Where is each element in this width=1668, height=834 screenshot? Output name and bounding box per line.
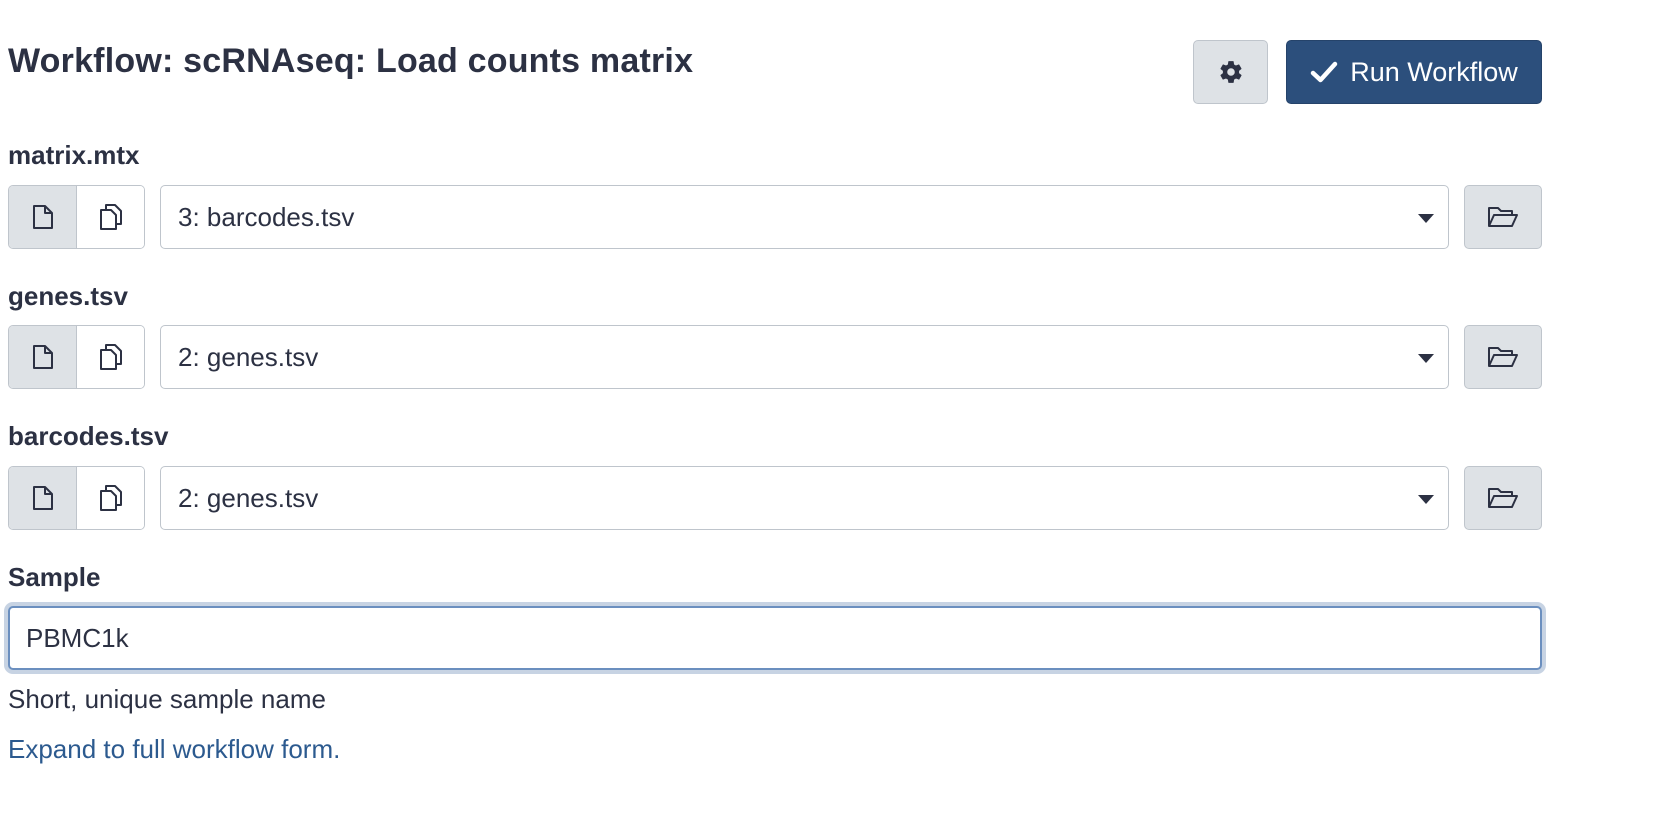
single-dataset-button[interactable]: [9, 186, 77, 248]
input-label-genes-tsv: genes.tsv: [8, 281, 128, 311]
run-workflow-label: Run Workflow: [1350, 56, 1518, 87]
copy-icon: [99, 204, 122, 230]
page-title: Workflow: scRNAseq: Load counts matrix: [8, 42, 694, 80]
multiple-datasets-button[interactable]: [77, 186, 144, 248]
single-dataset-button[interactable]: [9, 467, 77, 529]
multiple-datasets-button[interactable]: [77, 467, 144, 529]
file-icon: [32, 486, 53, 510]
dataset-select-value: 3: barcodes.tsv: [178, 201, 355, 232]
browse-datasets-button[interactable]: [1464, 185, 1542, 249]
dataset-select-genes-tsv[interactable]: 2: genes.tsv: [160, 325, 1449, 389]
dataset-select-value: 2: genes.tsv: [178, 341, 319, 372]
check-icon: [1310, 61, 1338, 83]
copy-icon: [99, 485, 122, 511]
folder-open-icon: [1488, 488, 1518, 508]
workflow-settings-button[interactable]: [1193, 40, 1268, 104]
folder-open-icon: [1488, 347, 1518, 367]
browse-datasets-button[interactable]: [1464, 325, 1542, 389]
input-mode-toggle: [8, 466, 145, 530]
caret-down-icon: [1418, 354, 1434, 363]
dataset-select-value: 2: genes.tsv: [178, 482, 319, 513]
input-mode-toggle: [8, 185, 145, 249]
file-icon: [32, 205, 53, 229]
sample-input[interactable]: [8, 606, 1542, 670]
run-workflow-button[interactable]: Run Workflow: [1286, 40, 1542, 104]
input-label-matrix-mtx: matrix.mtx: [8, 140, 140, 170]
file-icon: [32, 345, 53, 369]
multiple-datasets-button[interactable]: [77, 326, 144, 388]
browse-datasets-button[interactable]: [1464, 466, 1542, 530]
sample-help-text: Short, unique sample name: [8, 684, 326, 714]
gear-icon: [1219, 61, 1242, 83]
single-dataset-button[interactable]: [9, 326, 77, 388]
dataset-select-matrix-mtx[interactable]: 3: barcodes.tsv: [160, 185, 1449, 249]
sample-label: Sample: [8, 562, 101, 592]
copy-icon: [99, 344, 122, 370]
expand-full-form-link[interactable]: Expand to full workflow form.: [8, 734, 341, 764]
dataset-select-barcodes-tsv[interactable]: 2: genes.tsv: [160, 466, 1449, 530]
input-label-barcodes-tsv: barcodes.tsv: [8, 421, 169, 451]
caret-down-icon: [1418, 214, 1434, 223]
folder-open-icon: [1488, 207, 1518, 227]
input-mode-toggle: [8, 325, 145, 389]
caret-down-icon: [1418, 495, 1434, 504]
